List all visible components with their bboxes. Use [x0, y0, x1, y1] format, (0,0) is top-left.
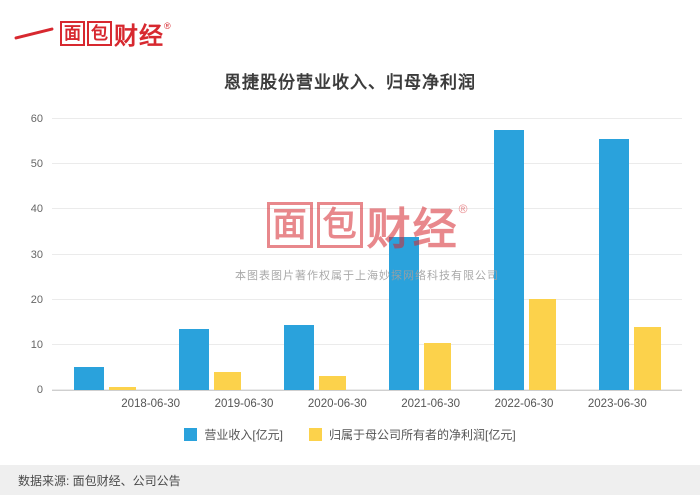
- bar-group: [367, 119, 472, 390]
- bar-group: [157, 119, 262, 390]
- y-tick-label: 0: [36, 384, 43, 396]
- brand-line-decoration: [14, 27, 54, 40]
- y-tick-label: 20: [30, 293, 43, 306]
- gridline: [52, 343, 682, 345]
- gridline: [52, 118, 682, 119]
- source-text: 数据来源: 面包财经、公司公告: [18, 473, 181, 488]
- bar: [178, 328, 209, 390]
- bar: [73, 366, 104, 390]
- brand-logo: 面 包 财经 ®: [14, 16, 171, 51]
- y-tick-label: 60: [30, 113, 43, 125]
- bar-group: [577, 119, 682, 390]
- legend-swatch: [184, 428, 198, 441]
- gridline: [52, 253, 682, 255]
- gridline: [52, 163, 682, 165]
- bar: [318, 375, 346, 390]
- registered-mark: ®: [164, 20, 171, 31]
- x-tick-label: 2023-06-30: [587, 398, 647, 410]
- brand-char-boxed-2: 包: [87, 21, 112, 46]
- gridline: [52, 298, 682, 300]
- legend-item: 归属于母公司所有者的净利润[亿元]: [309, 426, 516, 443]
- y-tick-label: 10: [30, 338, 43, 351]
- bar: [213, 372, 241, 390]
- bar: [388, 237, 419, 390]
- bar: [108, 387, 136, 390]
- y-tick-label: 30: [30, 248, 43, 261]
- y-tick-label: 50: [30, 158, 43, 171]
- bar: [493, 130, 524, 390]
- source-footer: 数据来源: 面包财经、公司公告: [0, 465, 700, 495]
- x-axis-labels: 2018-06-30 2019-06-30 2020-06-30 2021-06-30…: [104, 398, 664, 410]
- bar: [283, 325, 314, 390]
- y-tick-label: 40: [30, 203, 43, 216]
- gridline: [52, 208, 682, 210]
- bar-group: [52, 119, 157, 390]
- brand-text: 财经: [114, 23, 164, 50]
- bar: [598, 138, 629, 390]
- plot-wrap: 面 包 财经 ® 本图表图片著作权属于上海妙探网络科技有限公司 0 10 20 30 4…: [31, 113, 682, 410]
- bar: [423, 343, 451, 390]
- legend-label: 归属于母公司所有者的净利润[亿元]: [329, 428, 516, 442]
- x-tick-label: 2022-06-30: [494, 398, 554, 410]
- x-tick-label: 2020-06-30: [307, 398, 367, 410]
- brand-char-boxed-1: 面: [60, 21, 85, 46]
- bar: [633, 326, 661, 390]
- chart-title: 恩捷股份营业收入、归母净利润: [224, 73, 476, 92]
- chart-legend: 营业收入[亿元] 归属于母公司所有者的净利润[亿元]: [0, 426, 700, 443]
- x-tick-label: 2021-06-30: [401, 398, 461, 410]
- legend-item: 营业收入[亿元]: [184, 426, 283, 443]
- bar-group: [472, 119, 577, 390]
- bars-layer: [52, 119, 682, 390]
- x-tick-label: 2018-06-30: [121, 398, 181, 410]
- bar: [528, 298, 556, 390]
- legend-label: 营业收入[亿元]: [204, 428, 283, 442]
- legend-swatch: [309, 428, 322, 441]
- x-tick-label: 2019-06-30: [214, 398, 274, 410]
- gridline: [52, 389, 682, 390]
- bar-group: [262, 119, 367, 390]
- plot-area: 面 包 财经 ® 本图表图片著作权属于上海妙探网络科技有限公司 0 10 20 30 4…: [31, 113, 682, 396]
